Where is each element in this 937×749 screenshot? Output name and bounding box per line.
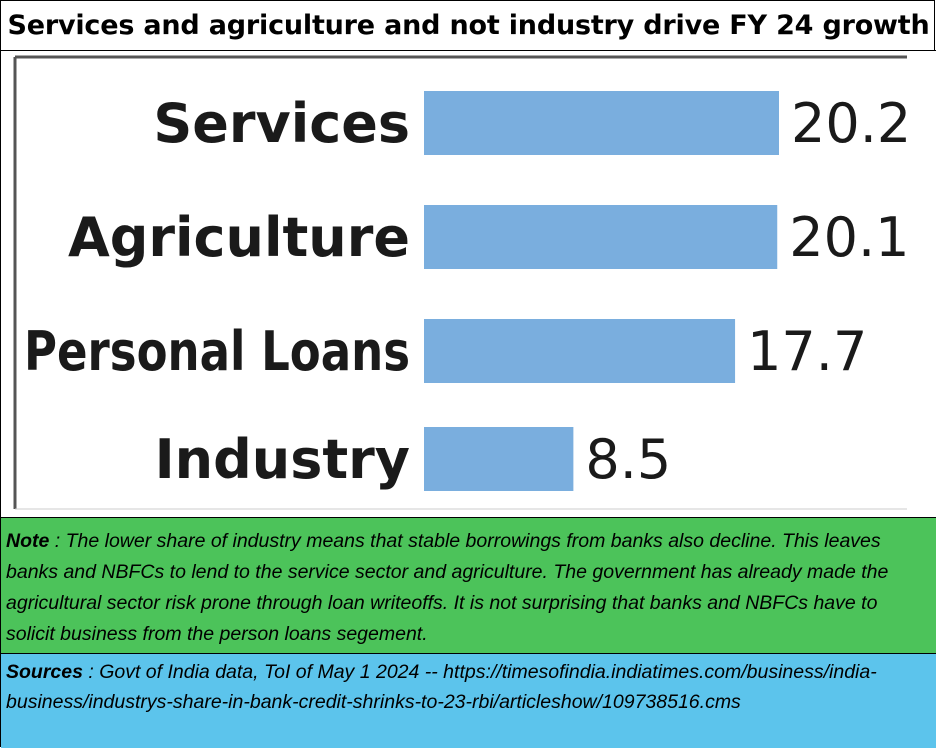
category-label: Personal Loans — [24, 320, 410, 383]
note-label: Note — [6, 530, 50, 552]
value-label: 8.5 — [585, 428, 671, 491]
category-label: Agriculture — [68, 206, 410, 269]
note-text: : The lower share of industry means that… — [6, 530, 889, 645]
value-label: 20.2 — [791, 92, 911, 155]
value-label: 20.1 — [789, 206, 909, 269]
value-label: 17.7 — [747, 320, 867, 383]
category-label: Industry — [155, 428, 410, 491]
bars-layer: Services 20.2 Agriculture 20.1 Personal Loan… — [24, 91, 911, 491]
bar-chart: Services 20.2 Agriculture 20.1 Personal Loan… — [2, 51, 936, 517]
sources-label: Sources — [6, 661, 83, 683]
chart-canvas: Services 20.2 Agriculture 20.1 Personal Loan… — [13, 55, 911, 510]
bar-agriculture — [424, 205, 778, 269]
note-box: Note : The lower share of industry means… — [1, 517, 936, 654]
category-label: Services — [153, 92, 410, 155]
sources-box: Sources : Govt of India data, ToI of May… — [1, 654, 936, 748]
bar-industry — [424, 427, 574, 491]
bar-services — [424, 91, 779, 155]
sources-text: : Govt of India data, ToI of May 1 2024 … — [6, 661, 877, 713]
figure-title: Services and agriculture and not industr… — [1, 1, 936, 51]
bar-personal-loans — [424, 319, 736, 383]
